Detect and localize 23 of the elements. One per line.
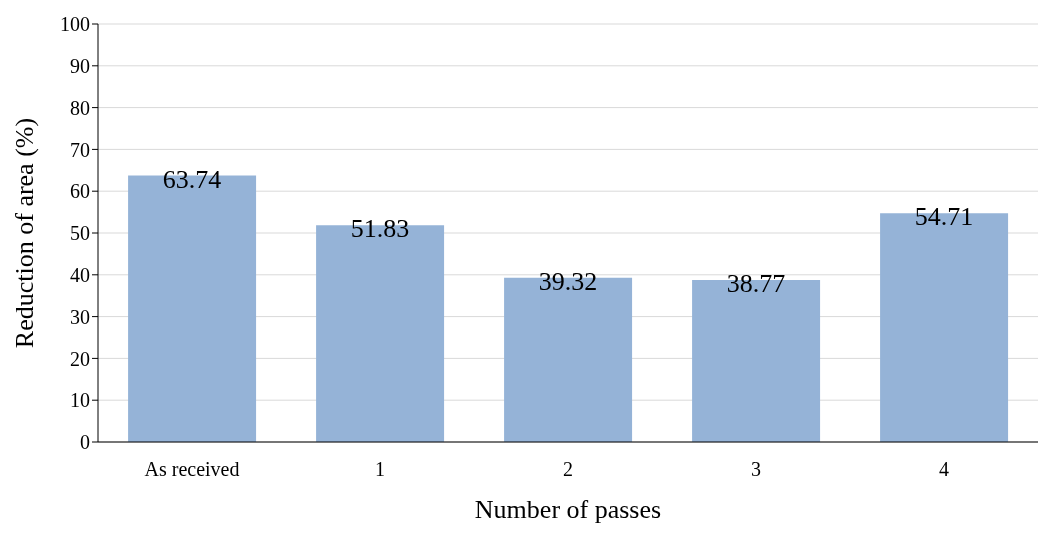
y-tick-label: 0 (80, 431, 90, 454)
x-tick-label: 2 (563, 458, 573, 481)
y-tick-label: 30 (70, 305, 90, 328)
y-tick-label: 10 (70, 389, 90, 412)
x-tick-label: 3 (751, 458, 761, 481)
data-label: 63.74 (162, 164, 222, 194)
data-label: 54.71 (914, 202, 974, 232)
y-tick-label: 80 (70, 96, 90, 119)
y-tick-label: 60 (70, 180, 90, 203)
y-tick-label: 40 (70, 263, 90, 286)
data-label: 38.77 (726, 268, 786, 298)
x-axis-title: Number of passes (474, 495, 662, 524)
y-tick-label: 90 (70, 54, 90, 77)
x-tick-label: 4 (939, 458, 949, 481)
y-tick-label: 20 (70, 347, 90, 370)
y-axis-title: Reduction of area (%) (10, 117, 40, 349)
y-tick-label: 70 (70, 138, 90, 161)
y-tick-label: 100 (60, 13, 90, 36)
x-tick-label: As received (144, 458, 240, 481)
data-label: 51.83 (350, 214, 410, 244)
x-tick-label: 1 (375, 458, 385, 481)
y-tick-label: 50 (70, 222, 90, 245)
data-label: 39.32 (538, 266, 598, 296)
